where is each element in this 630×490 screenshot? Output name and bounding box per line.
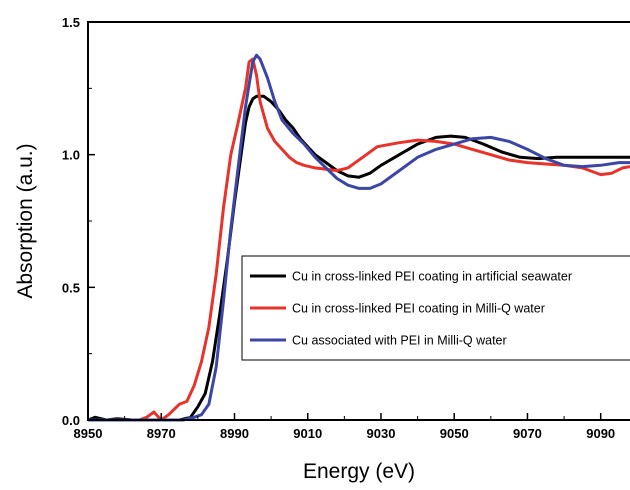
x-axis-label: Energy (eV) [303, 460, 415, 483]
y-tick-label: 1.0 [62, 148, 80, 163]
y-tick-label: 0.0 [62, 413, 80, 428]
x-tick-label: 8950 [74, 426, 103, 441]
series-line-1 [87, 94, 630, 422]
legend-box [241, 255, 630, 361]
x-tick-label: 9030 [367, 426, 396, 441]
legend: Cu in cross-linked PEI coating in artifi… [250, 270, 572, 348]
x-tick-label: 9090 [586, 426, 615, 441]
x-tick-label: 9070 [513, 426, 542, 441]
y-axis-label: Absorption (a.u.) [14, 143, 37, 298]
y-axis-ticks: 0.0 0.5 1.0 1.5 [62, 15, 95, 428]
series-line-3 [88, 53, 630, 422]
series-line-2 [88, 57, 630, 422]
chart-series-lines [87, 53, 630, 422]
x-tick-label: 9010 [293, 426, 322, 441]
x-tick-label: 8970 [147, 426, 176, 441]
y-tick-label: 0.5 [62, 280, 80, 295]
x-axis-ticks: 8950 8970 8990 9010 9030 9050 9070 9090 [74, 413, 615, 441]
y-tick-label: 1.5 [62, 15, 80, 30]
legend-label-1: Cu in cross-linked PEI coating in artifi… [292, 270, 572, 284]
x-tick-label: 9050 [440, 426, 469, 441]
x-tick-label: 8990 [220, 426, 249, 441]
legend-label-2: Cu in cross-linked PEI coating in Milli-… [292, 302, 545, 316]
legend-label-3: Cu associated with PEI in Milli-Q water [292, 334, 507, 348]
